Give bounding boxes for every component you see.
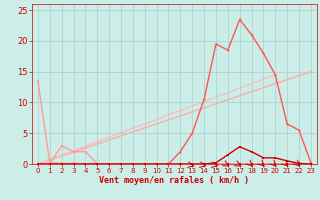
X-axis label: Vent moyen/en rafales ( km/h ): Vent moyen/en rafales ( km/h ) xyxy=(100,176,249,185)
